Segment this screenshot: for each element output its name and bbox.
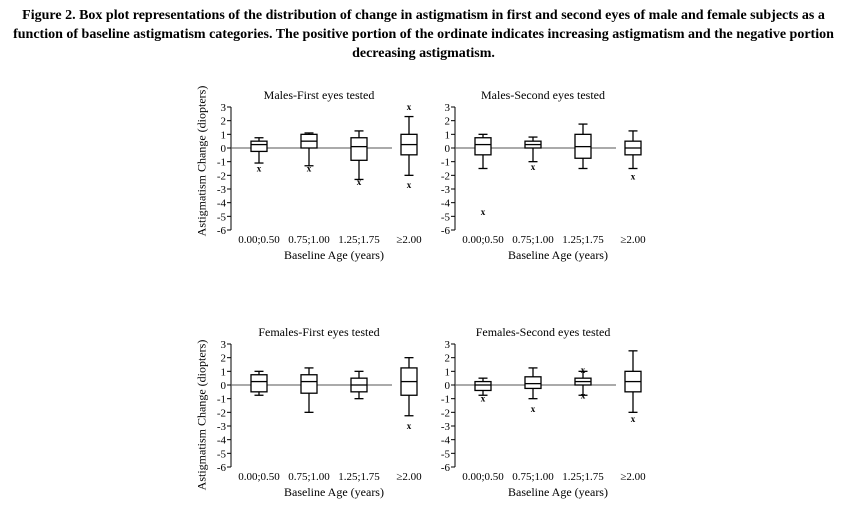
chart-females-second-eyes: Females-Second eyes tested 3 21 0 -1-2 -3 -4-5… bbox=[441, 325, 646, 499]
outlier-marker: x bbox=[407, 102, 412, 112]
chart-title: Females-Second eyes tested bbox=[476, 325, 611, 339]
outlier-marker: x bbox=[531, 162, 536, 172]
y-tick-label: -5 bbox=[217, 448, 227, 460]
x-axis-title: Baseline Age (years) bbox=[508, 485, 608, 499]
x-category-label: 0.00;0.50 bbox=[238, 234, 280, 246]
x-axis-title: Baseline Age (years) bbox=[508, 248, 608, 262]
y-tick-label: -1 bbox=[441, 394, 450, 406]
chart-males-first-eyes: Males-First eyes tested 3 21 0 -1-2 -3 -4-5 -6 0… bbox=[217, 88, 422, 262]
x-category-label: 0.75;1.00 bbox=[288, 471, 330, 483]
y-tick-label: -4 bbox=[217, 198, 227, 210]
y-tick-label: -6 bbox=[217, 225, 227, 237]
chart-males-second-eyes: Males-Second eyes tested 3 21 0 -1-2 -3 -4-5 -6… bbox=[441, 88, 646, 262]
x-category-label: 1.25;1.75 bbox=[338, 234, 380, 246]
iqr-box bbox=[250, 140, 268, 153]
y-tick-label: 3 bbox=[221, 339, 227, 351]
outlier-marker: x bbox=[581, 365, 586, 375]
x-category-label: 0.75;1.00 bbox=[512, 234, 554, 246]
iqr-box bbox=[350, 137, 368, 161]
outlier-marker: x bbox=[581, 390, 586, 400]
outlier-marker: x bbox=[407, 180, 412, 190]
outlier-marker: x bbox=[257, 164, 262, 174]
outlier-marker: x bbox=[481, 394, 486, 404]
y-tick-label: -3 bbox=[217, 421, 227, 433]
y-tick-label: 2 bbox=[221, 116, 227, 128]
x-category-label: 1.25;1.75 bbox=[562, 234, 604, 246]
outlier-marker: x bbox=[481, 207, 486, 217]
y-tick-label: 1 bbox=[221, 129, 227, 141]
y-axis-label-top: Astigmatism Change (diopters) bbox=[194, 85, 209, 237]
y-tick-label: -1 bbox=[441, 157, 450, 169]
x-category-label: 0.00;0.50 bbox=[462, 234, 504, 246]
y-tick-label: -3 bbox=[441, 184, 451, 196]
y-tick-label: 1 bbox=[445, 129, 451, 141]
iqr-box bbox=[250, 374, 268, 393]
x-category-label: ≥2.00 bbox=[620, 234, 646, 246]
outlier-marker: x bbox=[631, 414, 636, 424]
chart-title: Females-First eyes tested bbox=[258, 325, 379, 339]
x-category-label: ≥2.00 bbox=[620, 471, 646, 483]
y-tick-label: -2 bbox=[441, 407, 450, 419]
x-category-label: 0.00;0.50 bbox=[462, 471, 504, 483]
chart-title: Males-Second eyes tested bbox=[481, 88, 605, 102]
y-tick-label: 0 bbox=[221, 143, 227, 155]
x-category-label: 0.75;1.00 bbox=[288, 234, 330, 246]
y-tick-label: 2 bbox=[445, 353, 451, 365]
outlier-marker: x bbox=[631, 172, 636, 182]
y-tick-label: 0 bbox=[221, 380, 227, 392]
y-tick-label: -4 bbox=[217, 435, 227, 447]
y-tick-label: -2 bbox=[441, 170, 450, 182]
outlier-marker: x bbox=[357, 177, 362, 187]
y-tick-label: -6 bbox=[441, 225, 451, 237]
y-tick-label: 2 bbox=[445, 116, 451, 128]
iqr-box bbox=[474, 137, 492, 156]
y-tick-label: 0 bbox=[445, 143, 451, 155]
y-tick-label: -6 bbox=[217, 462, 227, 474]
y-tick-label: 1 bbox=[445, 366, 451, 378]
chart-females-first-eyes: Females-First eyes tested 3 21 0 -1-2 -3 -4-5 -… bbox=[217, 325, 422, 499]
y-tick-label: 1 bbox=[221, 366, 227, 378]
y-tick-label: -6 bbox=[441, 462, 451, 474]
y-axis-label-bottom: Astigmatism Change (diopters) bbox=[194, 339, 209, 491]
iqr-box bbox=[300, 374, 318, 394]
x-category-label: 1.25;1.75 bbox=[562, 471, 604, 483]
outlier-marker: x bbox=[307, 164, 312, 174]
x-category-label: 0.75;1.00 bbox=[512, 471, 554, 483]
y-tick-label: 3 bbox=[445, 339, 451, 351]
outlier-marker: x bbox=[531, 404, 536, 414]
y-tick-label: 3 bbox=[221, 102, 227, 114]
outlier-marker: x bbox=[407, 421, 412, 431]
iqr-box bbox=[524, 376, 542, 390]
chart-title: Males-First eyes tested bbox=[264, 88, 375, 102]
x-axis-title: Baseline Age (years) bbox=[284, 485, 384, 499]
y-tick-label: 0 bbox=[445, 380, 451, 392]
y-tick-label: -3 bbox=[217, 184, 227, 196]
x-category-label: ≥2.00 bbox=[396, 471, 422, 483]
y-tick-label: -2 bbox=[217, 407, 226, 419]
y-tick-label: -1 bbox=[217, 157, 226, 169]
y-tick-label: -1 bbox=[217, 394, 226, 406]
y-tick-label: -5 bbox=[217, 211, 227, 223]
y-tick-label: -4 bbox=[441, 435, 451, 447]
y-tick-label: -3 bbox=[441, 421, 451, 433]
y-tick-label: -2 bbox=[217, 170, 226, 182]
y-tick-label: 3 bbox=[445, 102, 451, 114]
y-tick-label: -4 bbox=[441, 198, 451, 210]
y-tick-label: 2 bbox=[221, 353, 227, 365]
y-tick-label: -5 bbox=[441, 211, 451, 223]
iqr-box bbox=[474, 380, 492, 392]
x-category-label: ≥2.00 bbox=[396, 234, 422, 246]
y-tick-label: -5 bbox=[441, 448, 451, 460]
x-category-label: 1.25;1.75 bbox=[338, 471, 380, 483]
x-axis-title: Baseline Age (years) bbox=[284, 248, 384, 262]
x-category-label: 0.00;0.50 bbox=[238, 471, 280, 483]
figure-caption: Figure 2. Box plot representations of th… bbox=[13, 8, 834, 61]
